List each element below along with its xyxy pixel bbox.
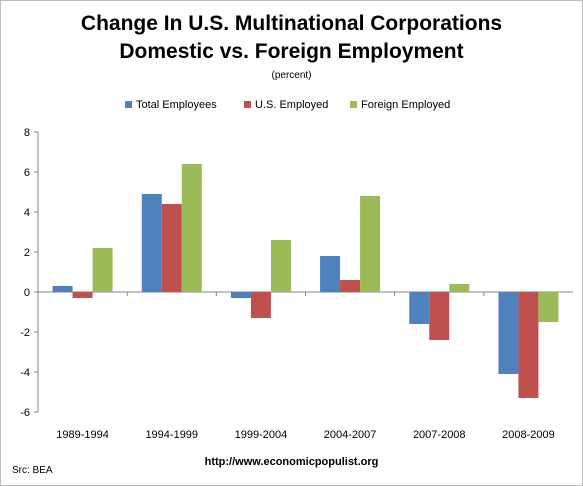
y-tick-label: 0 [24, 287, 30, 299]
legend-swatch-us [244, 101, 251, 108]
legend-label-foreign: Foreign Employed [361, 99, 451, 111]
bar [161, 204, 182, 292]
y-tick-label: 8 [24, 127, 30, 139]
x-tick-label: 1989-1994 [56, 429, 109, 441]
bar [320, 256, 341, 292]
y-tick-label: -6 [20, 407, 30, 419]
legend-swatch-foreign [350, 101, 357, 108]
legend-label-total: Total Employees [136, 99, 217, 111]
bar [230, 292, 251, 298]
bar [538, 292, 559, 322]
source-url: http://www.economicpopulist.org [204, 456, 379, 468]
bar [72, 292, 93, 298]
x-tick-label: 2004-2007 [324, 429, 377, 441]
bar [270, 240, 291, 292]
bar [340, 280, 361, 292]
legend-label-us: U.S. Employed [255, 99, 329, 111]
y-tick-label: -4 [20, 367, 30, 379]
y-tick-label: 2 [24, 247, 30, 259]
bar [141, 194, 162, 292]
bar [181, 164, 202, 292]
x-tick-label: 1994-1999 [145, 429, 198, 441]
bar [498, 292, 519, 374]
chart-title-line2: Domestic vs. Foreign Employment [119, 40, 464, 63]
bar [52, 286, 73, 292]
x-tick-label: 1999-2004 [235, 429, 288, 441]
x-tick-label: 2008-2009 [502, 429, 555, 441]
x-tick-label: 2007-2008 [413, 429, 466, 441]
bar [250, 292, 271, 318]
y-tick-label: 6 [24, 167, 30, 179]
chart-title: Change In U.S. Multinational Corporation… [80, 12, 503, 35]
legend-swatch-total [125, 101, 132, 108]
source-note: Src: BEA [12, 465, 53, 476]
y-tick-label: -2 [20, 327, 30, 339]
bar [409, 292, 430, 324]
bar [360, 196, 381, 292]
bar [92, 248, 113, 292]
bar [518, 292, 539, 398]
bar [429, 292, 450, 340]
bar [449, 284, 470, 292]
chart-subtitle: (percent) [271, 70, 312, 81]
legend-item-total-employees: Total Employees [125, 99, 217, 111]
legend-item-foreign-employed: Foreign Employed [350, 99, 450, 111]
legend-item-us-employed: U.S. Employed [244, 99, 328, 111]
y-tick-label: 4 [24, 207, 30, 219]
